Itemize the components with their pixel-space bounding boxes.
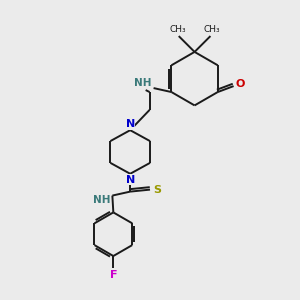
Text: N: N bbox=[126, 119, 135, 129]
Text: O: O bbox=[236, 79, 245, 89]
Text: NH: NH bbox=[134, 78, 152, 88]
Text: S: S bbox=[153, 184, 161, 195]
Text: N: N bbox=[126, 175, 135, 185]
Text: CH₃: CH₃ bbox=[203, 25, 220, 34]
Text: F: F bbox=[110, 270, 117, 280]
Text: NH: NH bbox=[93, 194, 110, 205]
Text: CH₃: CH₃ bbox=[169, 25, 186, 34]
